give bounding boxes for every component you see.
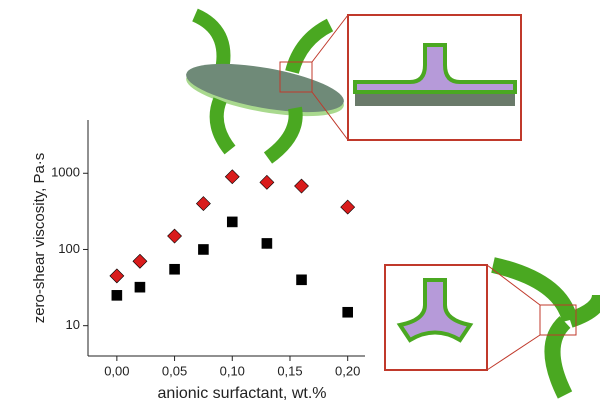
y-tick-label: 1000 xyxy=(51,165,80,180)
diamond-point xyxy=(340,199,356,215)
diamond-point xyxy=(259,174,275,190)
square-point xyxy=(198,244,209,255)
x-tick-label: 0,10 xyxy=(220,363,245,378)
x-tick-label: 0,05 xyxy=(162,363,187,378)
square-point xyxy=(261,238,273,249)
x-tick-label: 0,15 xyxy=(277,363,302,378)
x-tick-label: 0,00 xyxy=(104,363,129,378)
diamond-point xyxy=(195,196,211,212)
y-axis-title: zero-shear viscosity, Pa·s xyxy=(31,153,48,324)
illustration xyxy=(186,8,600,399)
square-point xyxy=(226,216,238,228)
x-axis-title: anionic surfactant, wt.% xyxy=(158,385,327,402)
y-tick-label: 100 xyxy=(58,241,80,256)
x-tick-label: 0,20 xyxy=(335,363,360,378)
diamond-point xyxy=(167,228,182,244)
diamond-point xyxy=(132,253,148,269)
square-point xyxy=(111,290,123,301)
diamond-point xyxy=(294,178,309,194)
square-point xyxy=(296,274,307,286)
square-point xyxy=(134,281,146,293)
diamond-point xyxy=(224,169,240,185)
square-point xyxy=(342,306,353,318)
square-point xyxy=(169,263,180,275)
diamond-point xyxy=(109,268,125,284)
y-tick-label: 10 xyxy=(66,317,80,332)
